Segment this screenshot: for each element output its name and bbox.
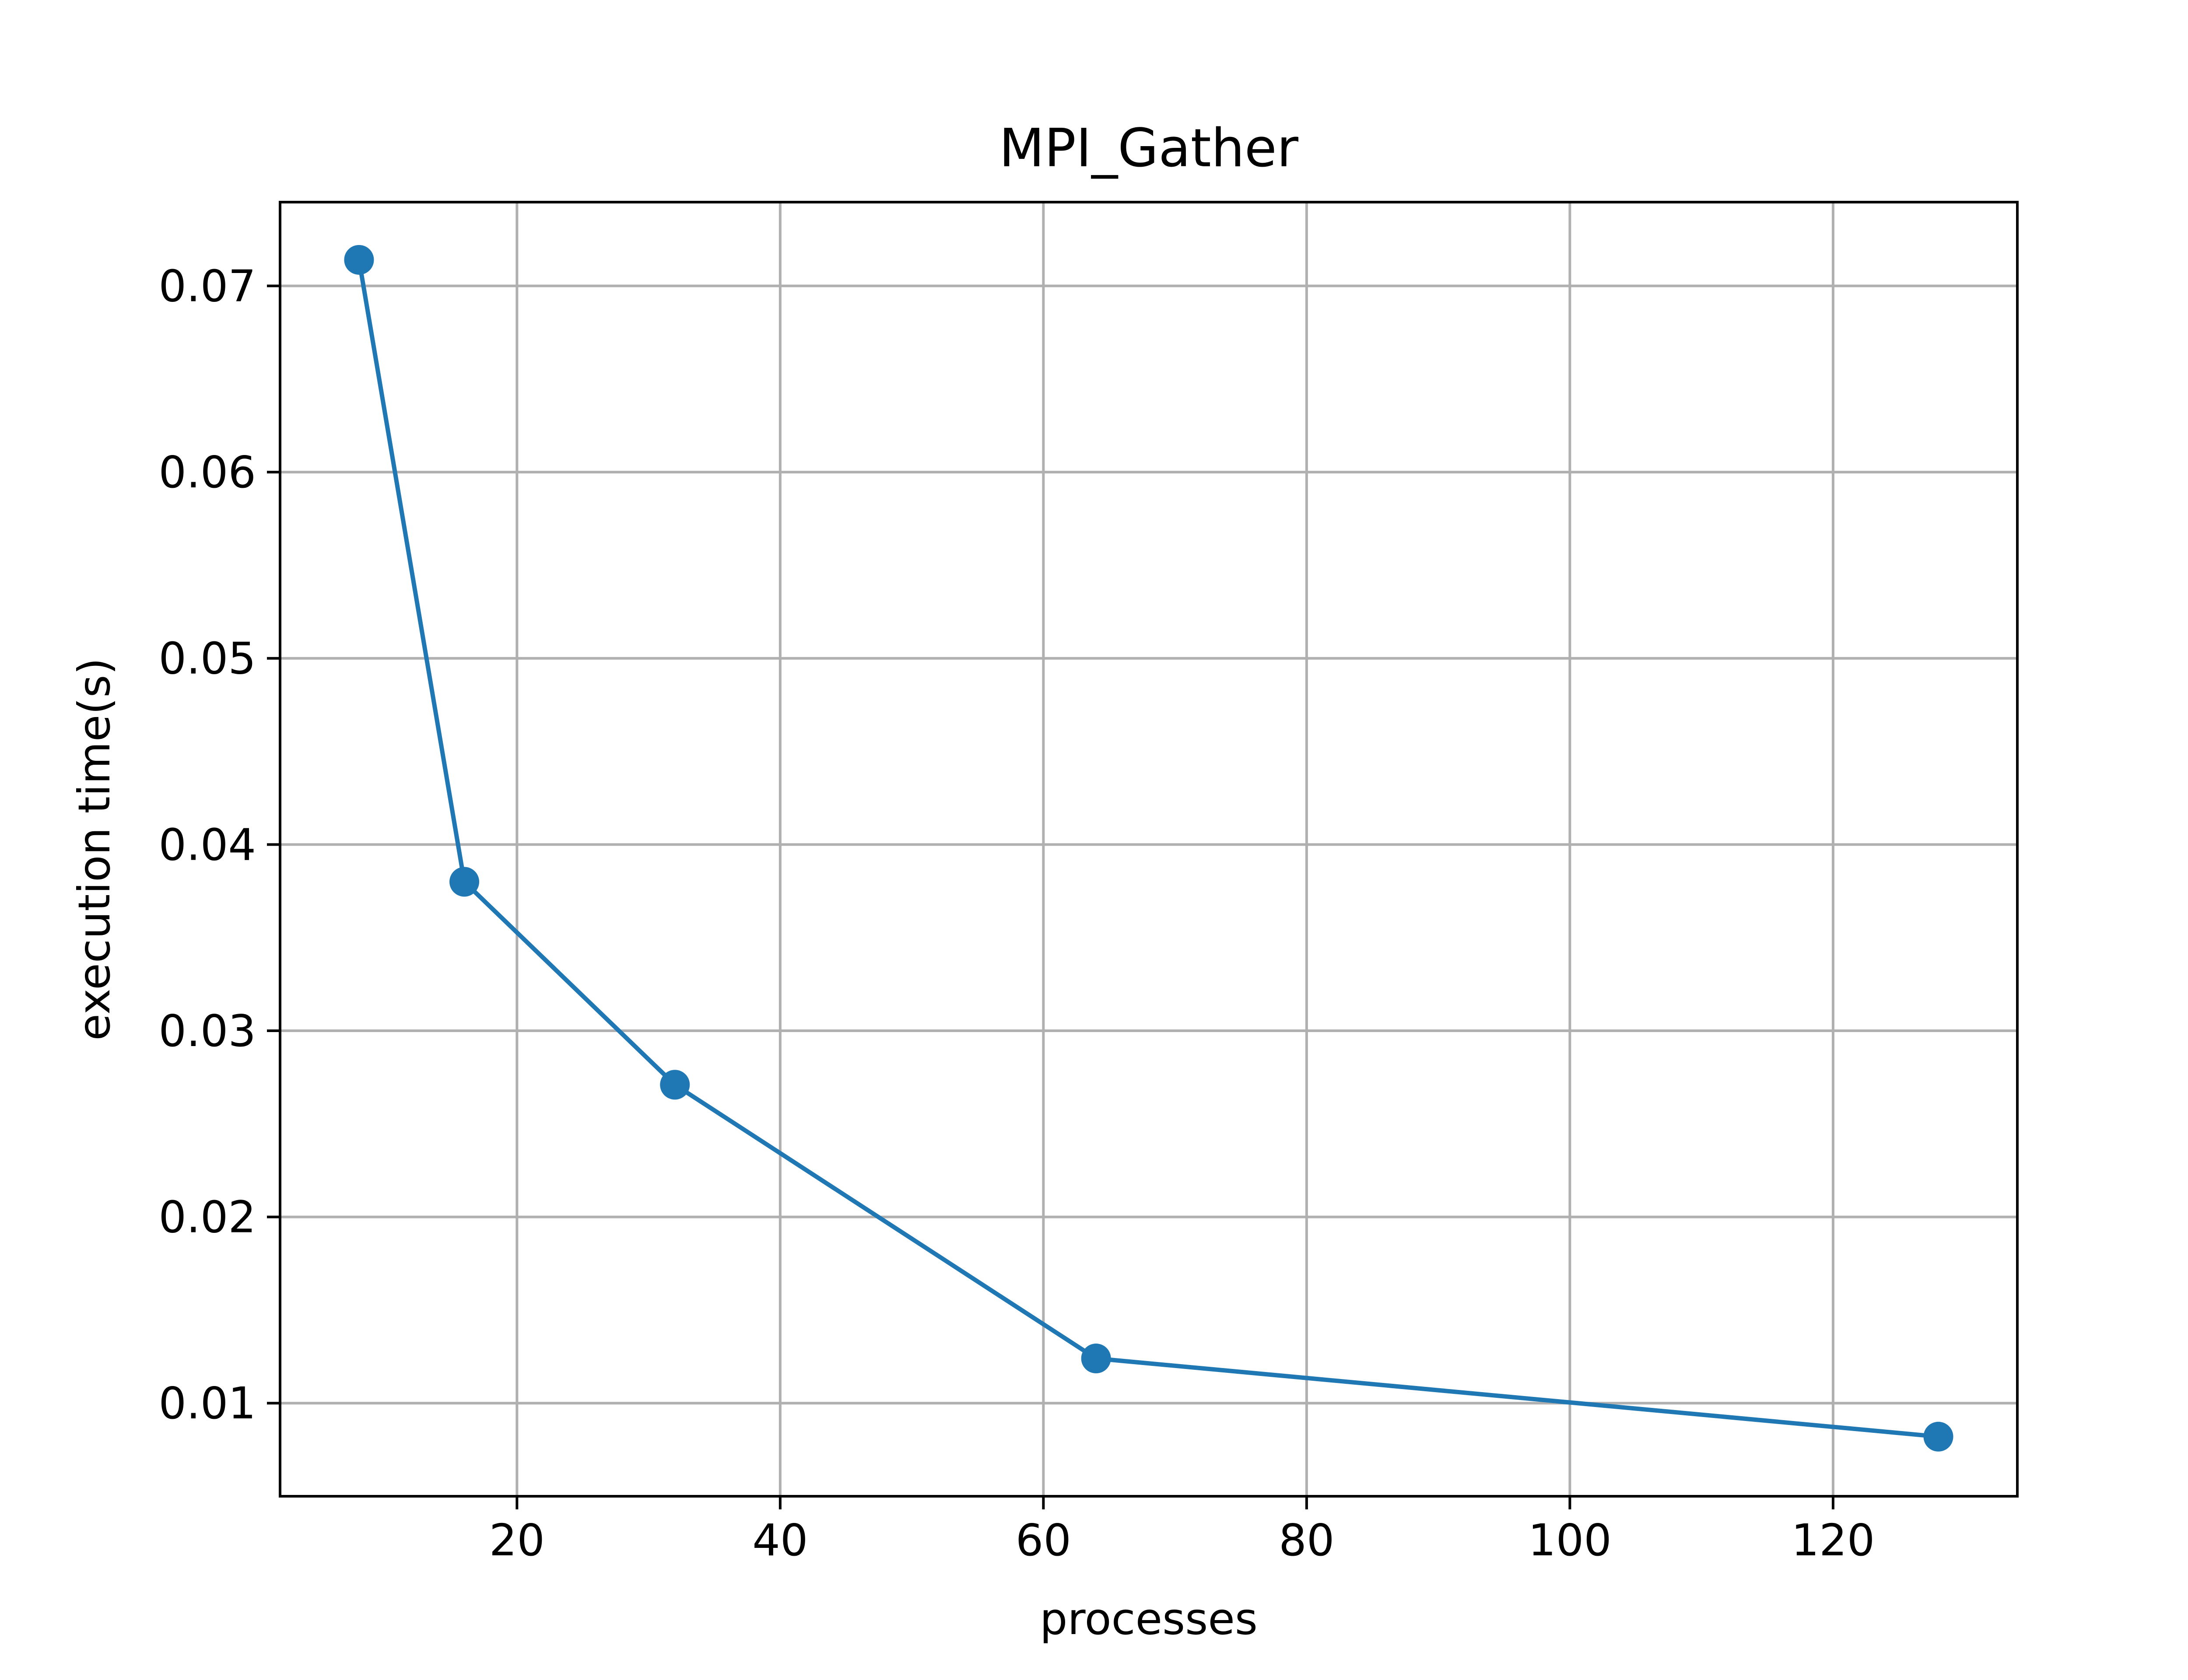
series-layer (344, 245, 1953, 1452)
y-axis-label: execution time(s) (69, 658, 120, 1040)
y-tick-label: 0.03 (158, 1005, 256, 1057)
data-point (449, 867, 480, 897)
x-tick-label: 40 (752, 1515, 808, 1566)
grid-layer (280, 202, 2017, 1496)
chart-title: MPI_Gather (999, 118, 1299, 179)
y-tick-label: 0.01 (158, 1378, 256, 1429)
data-point (1923, 1421, 1953, 1452)
x-tick-label: 100 (1528, 1515, 1612, 1566)
y-tick-label: 0.02 (158, 1192, 256, 1243)
data-point (660, 1070, 690, 1100)
y-axis-ticks: 0.01 0.02 0.03 0.04 0.05 0.06 0.07 (158, 261, 280, 1429)
plot-area-frame (279, 201, 2019, 1498)
series-line (357, 257, 1941, 1439)
x-axis-label: processes (1040, 1593, 1258, 1645)
y-tick-label: 0.05 (158, 633, 256, 684)
x-tick-label: 80 (1279, 1515, 1334, 1566)
y-tick-label: 0.06 (158, 447, 256, 498)
x-axis-ticks: 20 40 60 80 100 120 (489, 1496, 1875, 1566)
y-tick-label: 0.07 (158, 261, 256, 312)
x-tick-label: 60 (1016, 1515, 1071, 1566)
y-tick-label: 0.04 (158, 819, 256, 870)
x-tick-label: 20 (489, 1515, 545, 1566)
data-point (1081, 1344, 1111, 1374)
x-tick-label: 120 (1792, 1515, 1875, 1566)
data-point (344, 245, 374, 275)
